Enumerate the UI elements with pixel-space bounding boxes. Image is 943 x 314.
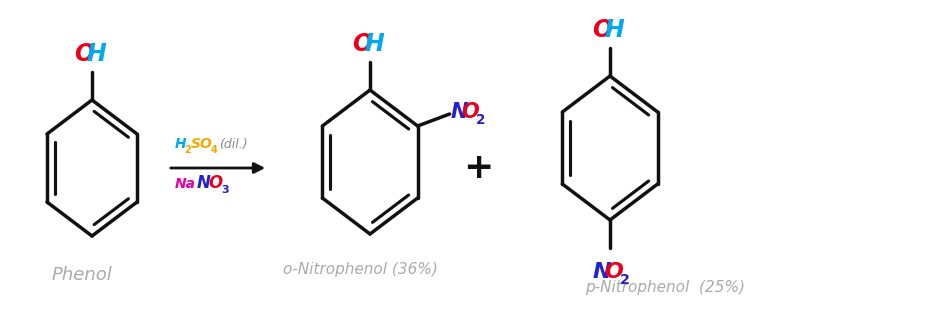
Text: SO: SO [191, 137, 213, 151]
Text: 2: 2 [620, 273, 630, 287]
Text: H: H [87, 42, 107, 66]
Text: O: O [461, 102, 479, 122]
Text: H: H [604, 18, 624, 42]
Text: 3: 3 [221, 185, 228, 195]
Text: H: H [365, 32, 385, 56]
Text: N: N [451, 102, 469, 122]
Text: O: O [352, 32, 372, 56]
Text: H: H [175, 137, 187, 151]
Text: 2: 2 [476, 112, 486, 127]
Text: O: O [604, 262, 623, 282]
Text: O: O [592, 18, 612, 42]
Text: p-Nitrophenol  (25%): p-Nitrophenol (25%) [585, 280, 745, 295]
Text: 4: 4 [211, 145, 218, 155]
Text: O: O [208, 174, 223, 192]
Text: o-Nitrophenol (36%): o-Nitrophenol (36%) [283, 262, 438, 277]
Text: O: O [74, 42, 94, 66]
Text: (dil.): (dil.) [219, 138, 248, 151]
Text: Phenol: Phenol [52, 266, 112, 284]
Text: 2: 2 [184, 145, 190, 155]
Text: N: N [197, 174, 211, 192]
Text: Na: Na [175, 177, 196, 191]
Text: +: + [463, 151, 493, 185]
Text: N: N [593, 262, 611, 282]
